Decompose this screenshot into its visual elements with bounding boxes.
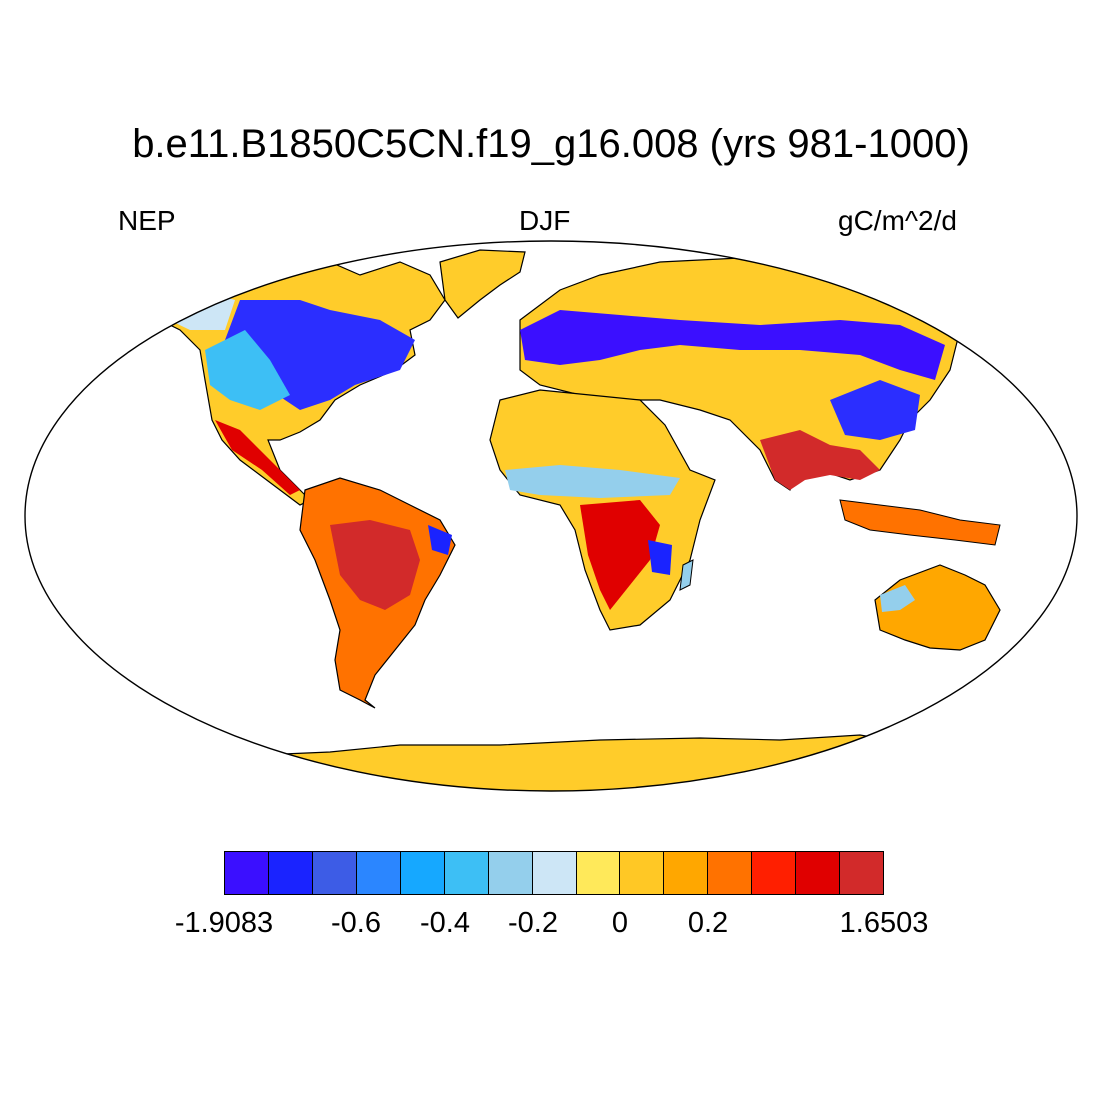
colorbar-tick-label: 0.2 bbox=[687, 907, 729, 939]
colorbar-tick-label: 1.6503 bbox=[839, 907, 929, 939]
africa-red-central bbox=[580, 500, 660, 610]
eurasia-blue-band bbox=[520, 310, 945, 380]
colorbar-box bbox=[620, 852, 665, 894]
colorbar-box bbox=[796, 852, 841, 894]
australia-blue-nw bbox=[880, 585, 915, 612]
australia bbox=[874, 564, 1001, 651]
east-asia-blue bbox=[830, 380, 920, 440]
sa-dark-red bbox=[330, 520, 420, 610]
africa-blue-se bbox=[648, 540, 672, 575]
colorbar-box bbox=[225, 852, 269, 894]
na-pale-blue bbox=[150, 290, 235, 330]
colorbar-tick-label: -0.4 bbox=[420, 907, 470, 939]
units-label: gC/m^2/d bbox=[838, 205, 957, 236]
colorbar-box bbox=[664, 852, 709, 894]
na-light-blue bbox=[205, 330, 290, 410]
world-map bbox=[24, 240, 1078, 792]
colorbar-box bbox=[488, 852, 533, 894]
colorbar-box bbox=[356, 852, 401, 894]
na-red-south bbox=[215, 420, 300, 495]
south-asia-red bbox=[760, 430, 880, 490]
madagascar bbox=[679, 559, 694, 591]
map-layer bbox=[25, 241, 1077, 791]
colorbar-tick-label: -1.9083 bbox=[174, 907, 274, 939]
colorbar-box bbox=[532, 852, 577, 894]
colorbar-box bbox=[840, 852, 884, 894]
colorbar-tick-label: 0 bbox=[611, 907, 629, 939]
season-label: DJF bbox=[519, 205, 571, 236]
globe-outline bbox=[24, 240, 1078, 792]
colorbar-box bbox=[400, 852, 445, 894]
colorbar-tick-label: -0.6 bbox=[331, 907, 381, 939]
colorbar-box bbox=[752, 852, 797, 894]
africa-sahel-blue bbox=[505, 465, 680, 498]
variable-label: NEP bbox=[118, 205, 176, 236]
colorbar bbox=[224, 851, 884, 895]
colorbar-box bbox=[444, 852, 489, 894]
greenland bbox=[439, 249, 526, 319]
indonesia bbox=[839, 499, 1001, 546]
plot-title: b.e11.B1850C5CN.f19_g16.008 (yrs 981-100… bbox=[132, 122, 970, 166]
sa-blue-ne bbox=[428, 525, 452, 555]
colorbar-box bbox=[268, 852, 313, 894]
colorbar-box bbox=[708, 852, 753, 894]
colorbar-box bbox=[312, 852, 357, 894]
colorbar-tick-label: -0.2 bbox=[508, 907, 558, 939]
colorbar-box bbox=[576, 852, 621, 894]
